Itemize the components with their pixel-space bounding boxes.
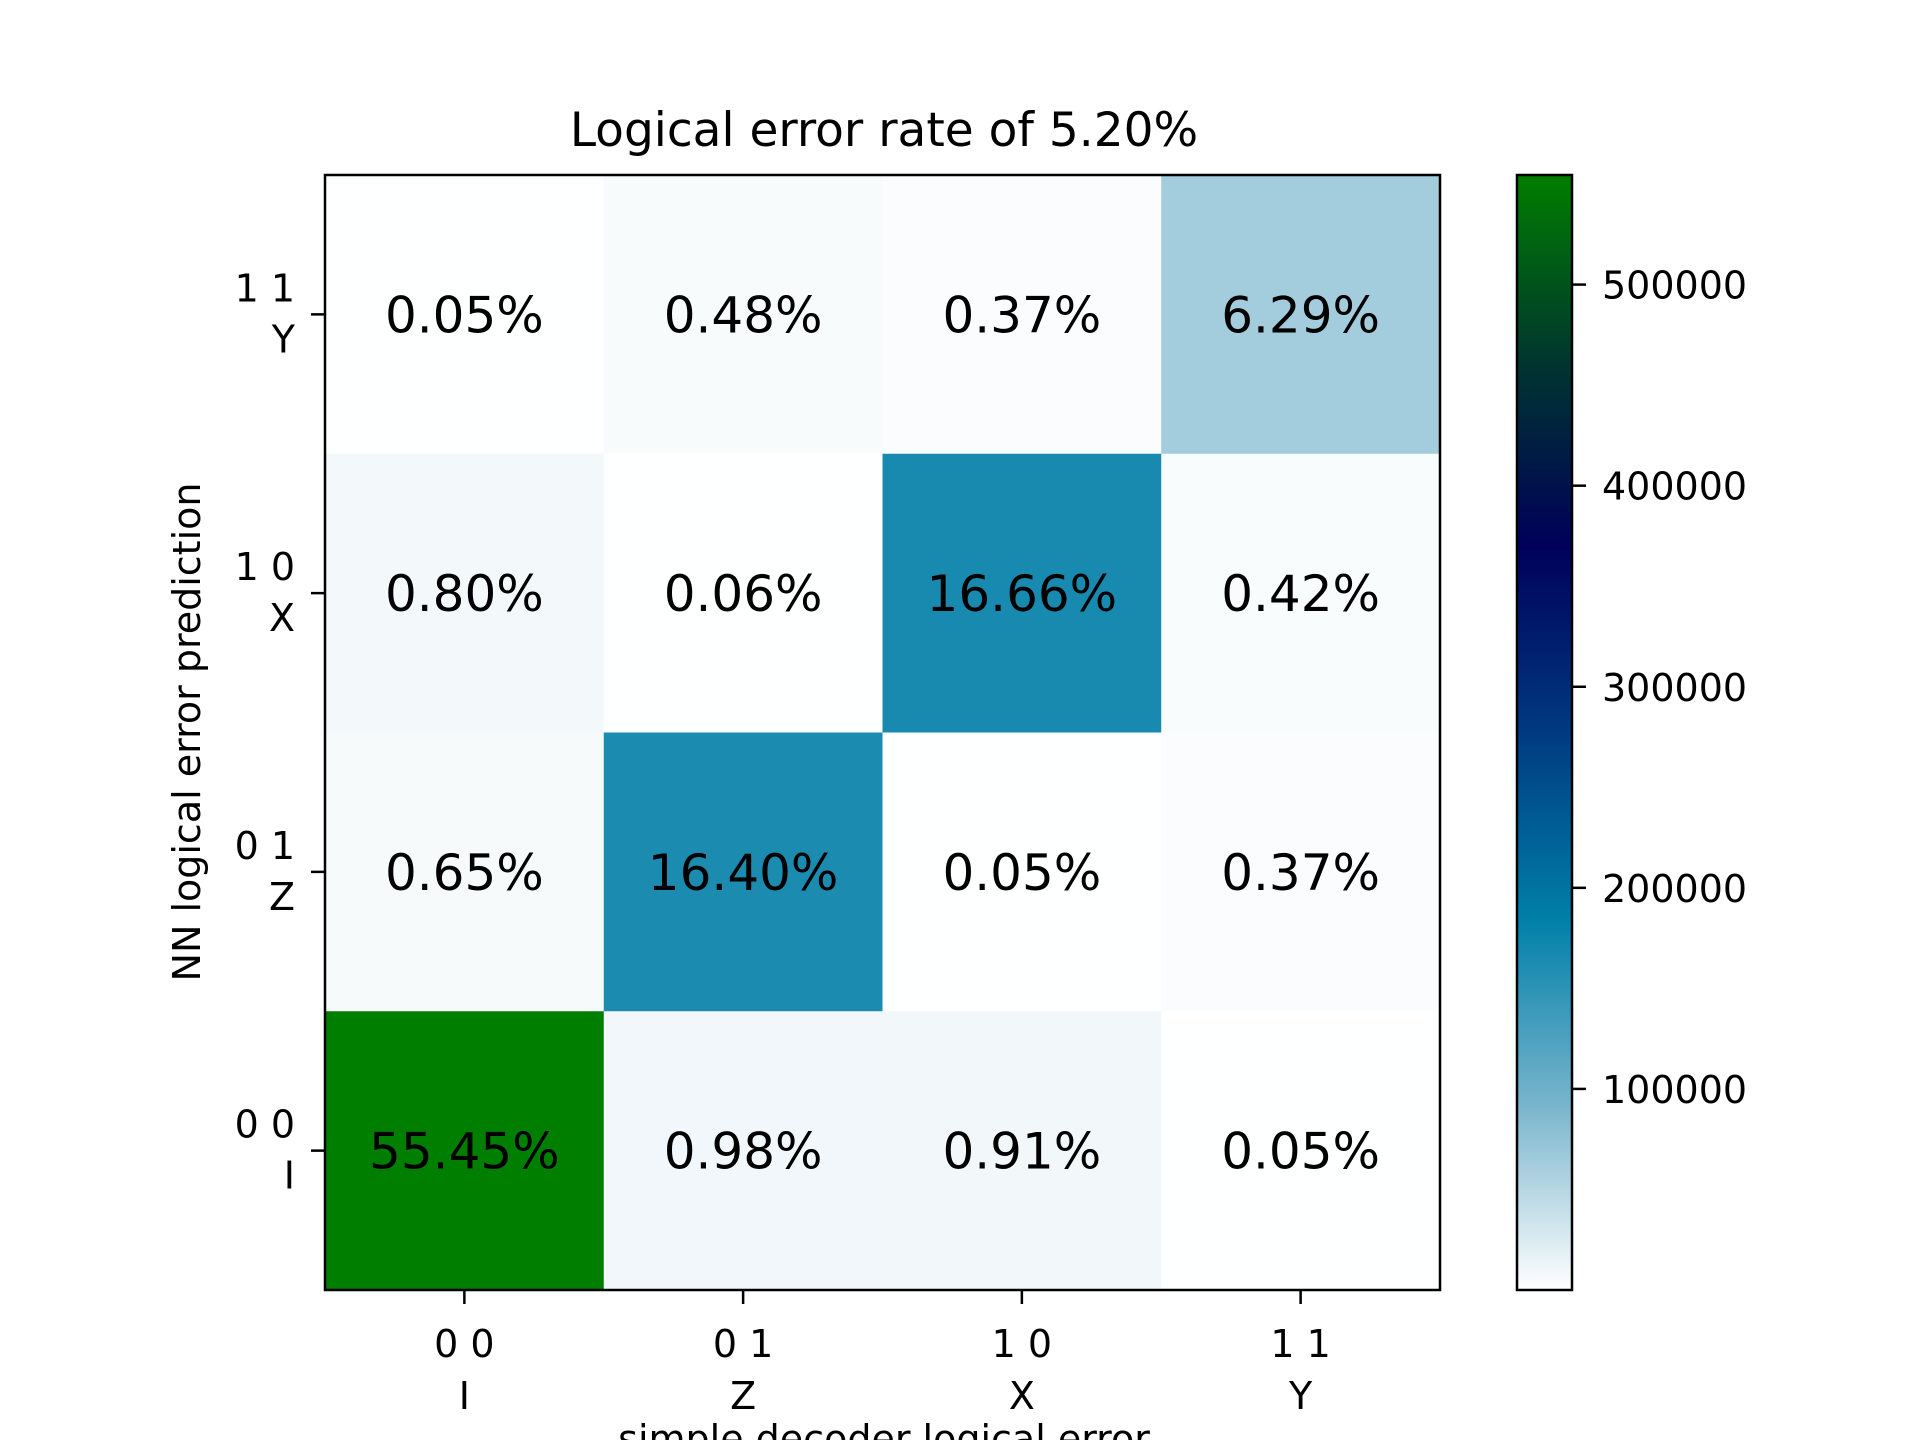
heatmap-cell (603, 1011, 883, 1291)
heatmap-cell (882, 1011, 1162, 1291)
heatmap-cell (882, 453, 1162, 733)
heatmap-cell (325, 453, 605, 733)
heatmap-cell (603, 453, 883, 733)
y-axis-label: NN logical error prediction (165, 483, 209, 982)
heatmap-cell (882, 175, 1162, 455)
heatmap-cell (1161, 175, 1441, 455)
cell-value-label: 16.66% (927, 565, 1118, 623)
x-tick-bits-label: 1 1 (1270, 1322, 1330, 1366)
y-tick-bits-label: 1 0 (235, 545, 295, 589)
x-tick-name-label: X (1009, 1374, 1035, 1418)
cell-value-label: 0.65% (385, 844, 544, 902)
heatmap-cell (1161, 1011, 1441, 1291)
colorbar-tick-label: 200000 (1602, 867, 1747, 911)
colorbar-tick-label: 100000 (1602, 1068, 1747, 1112)
cell-value-label: 0.37% (1221, 844, 1380, 902)
heatmap-cell (325, 732, 605, 1012)
colorbar-tick-label: 400000 (1602, 465, 1747, 509)
heatmap-cell (1161, 732, 1441, 1012)
x-tick-bits-label: 0 1 (713, 1322, 773, 1366)
y-axis-ticks: 0 0 I 0 1 Z 1 0 X 1 1 Y (235, 266, 325, 1198)
cell-value-label: 0.06% (664, 565, 823, 623)
cell-value-label: 0.80% (385, 565, 544, 623)
heatmap-cell (325, 1011, 605, 1291)
heatmap-cell (325, 175, 605, 455)
x-tick-name-label: Z (730, 1374, 756, 1418)
heatmap-cells (325, 175, 1441, 1291)
x-tick-bits-label: 1 0 (992, 1322, 1052, 1366)
cell-value-label: 16.40% (648, 844, 839, 902)
cell-value-label: 0.48% (664, 286, 823, 344)
cell-value-label: 0.98% (664, 1123, 823, 1181)
cell-value-label: 0.05% (942, 844, 1101, 902)
y-tick-bits-label: 0 1 (235, 824, 295, 868)
heatmap-cell (882, 732, 1162, 1012)
y-tick-name-label: I (284, 1154, 295, 1198)
colorbar (1515, 173, 1574, 1292)
x-tick-bits-label: 0 0 (434, 1322, 494, 1366)
y-tick-name-label: Z (269, 875, 295, 919)
chart-title: Logical error rate of 5.20% (570, 103, 1198, 158)
x-tick-name-label: I (459, 1374, 470, 1418)
x-tick-name-label: Y (1288, 1374, 1313, 1418)
colorbar-ticks: 100000 200000 300000 400000 500000 (1572, 264, 1747, 1112)
y-tick-name-label: Y (271, 317, 296, 361)
y-tick-name-label: X (269, 596, 295, 640)
cell-value-label: 55.45% (369, 1123, 560, 1181)
heatmap-cell (603, 732, 883, 1012)
cell-value-label: 0.91% (942, 1123, 1101, 1181)
x-axis-ticks: 0 0 I 0 1 Z 1 0 X 1 1 Y (434, 1290, 1331, 1418)
cell-value-label: 6.29% (1221, 286, 1380, 344)
cell-value-label: 0.05% (1221, 1123, 1380, 1181)
cell-value-label: 0.37% (942, 286, 1101, 344)
plot-frame (323, 173, 1442, 1292)
cell-value-label: 0.42% (1221, 565, 1380, 623)
heatmap-cell (1161, 453, 1441, 733)
y-tick-bits-label: 1 1 (235, 266, 295, 310)
y-tick-bits-label: 0 0 (235, 1103, 295, 1147)
colorbar-tick-label: 500000 (1602, 264, 1747, 308)
heatmap-cell (603, 175, 883, 455)
heatmap-cell-labels: 0.05% 0.48% 0.37% 6.29% 0.80% 0.06% 16.66% 0.42… (369, 286, 1380, 1180)
x-axis-label: simple decoder logical error (618, 1417, 1150, 1440)
cell-value-label: 0.05% (385, 286, 544, 344)
colorbar-tick-label: 300000 (1602, 666, 1747, 710)
